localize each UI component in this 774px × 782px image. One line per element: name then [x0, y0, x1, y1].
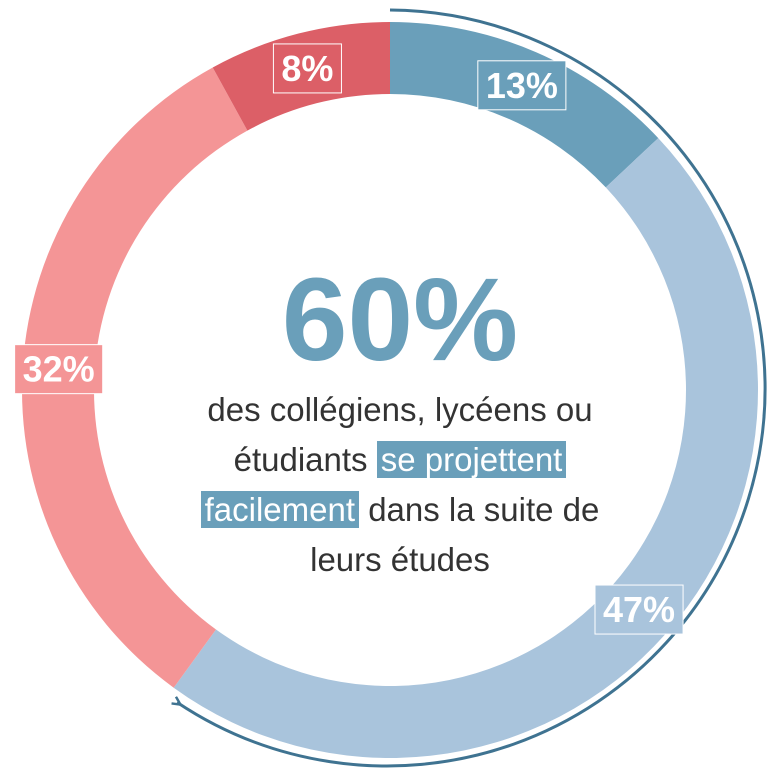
progress-arrow — [177, 8, 767, 768]
description-line: étudiants se projettent — [140, 435, 660, 485]
value-label-group: 47% — [594, 584, 684, 635]
text: des collégiens, lycéens ou — [207, 391, 593, 428]
value-label-group: 13% — [477, 60, 567, 111]
value-label-box — [272, 43, 342, 94]
center-value: 60% — [281, 254, 519, 386]
text: dans la suite de — [359, 491, 600, 528]
description-line: leurs études — [140, 535, 660, 585]
description: des collégiens, lycéens ou étudiants se p… — [140, 385, 660, 585]
value-label: 32% — [23, 349, 95, 390]
labels: 13% 47% 32% 8% — [14, 43, 684, 635]
value-label-group: 8% — [272, 43, 342, 94]
text: leurs études — [310, 541, 490, 578]
highlight-text: se projettent — [376, 441, 567, 478]
donut-segment — [21, 67, 248, 688]
value-label-box — [594, 584, 684, 635]
value-label: 13% — [486, 65, 558, 106]
value-label: 8% — [281, 48, 333, 89]
value-label-box — [477, 60, 567, 111]
value-label-group: 32% — [14, 344, 104, 395]
value-label-box — [14, 344, 104, 395]
center-text: 60% des collégiens, lycéens ou étudiants … — [140, 255, 660, 585]
description-line: des collégiens, lycéens ou — [140, 385, 660, 435]
description-line: facilement dans la suite de — [140, 485, 660, 535]
value-label: 47% — [603, 589, 675, 630]
text: étudiants — [233, 441, 377, 478]
highlight-text: facilement — [200, 491, 360, 528]
